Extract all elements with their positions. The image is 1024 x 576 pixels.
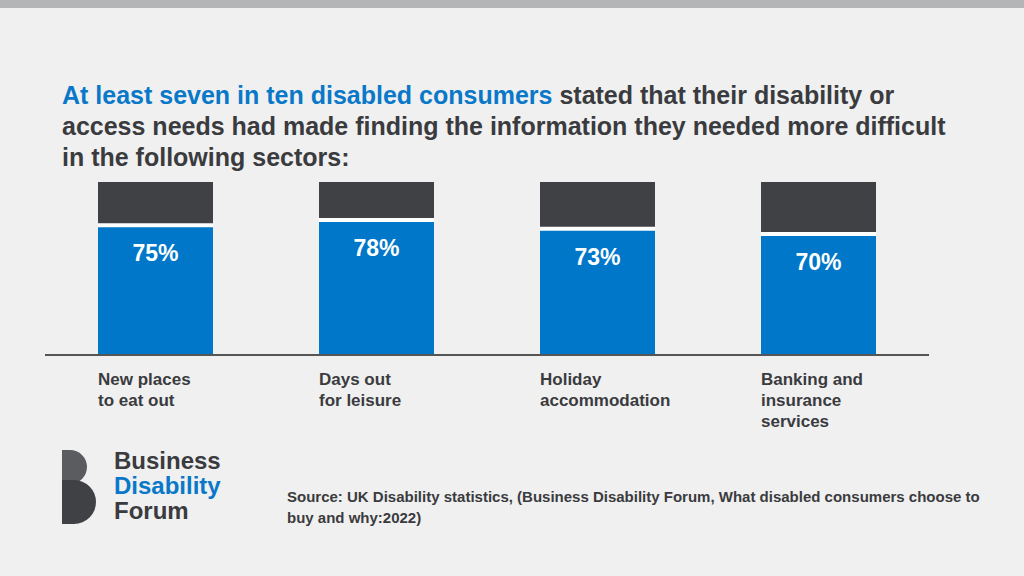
svg-text:Days outfor leisure: Days outfor leisure [319,370,401,410]
html-text:Forum: Forum [114,497,189,524]
svg-text:Holidayaccommodation: Holidayaccommodation [540,370,670,410]
html-text:Disability: Disability [114,472,221,499]
svg-text:New placesto eat out: New placesto eat out [98,370,191,410]
html-text:Source: UK Disability statisti: Source: UK Disability statistics, (Busin… [287,488,980,526]
svg-text:Banking andinsuranceservices: Banking andinsuranceservices [761,370,863,431]
svg-text:75%: 75% [132,240,178,266]
html-text:At least seven in ten disabled: At least seven in ten disabled consumers… [62,81,946,171]
html-text:Business: Business [114,447,221,474]
svg-text:78%: 78% [353,235,399,261]
svg-text:73%: 73% [574,244,620,270]
svg-text:70%: 70% [795,249,841,275]
